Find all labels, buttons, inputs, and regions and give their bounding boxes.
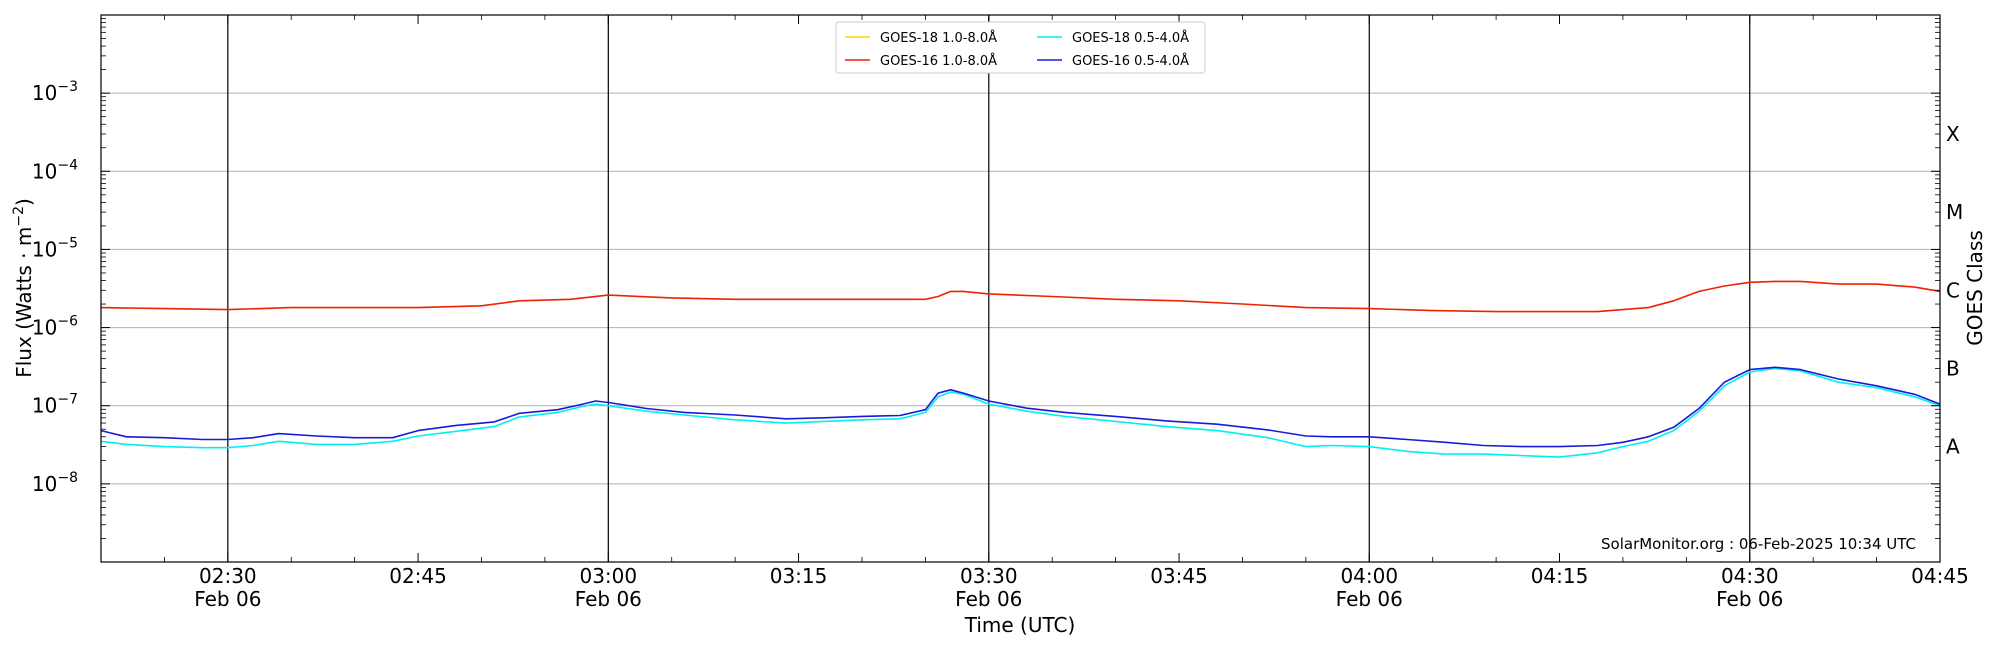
y-tick-label: 10−8 — [32, 470, 78, 496]
goes-class-label: M — [1946, 200, 1963, 224]
x-tick-label: 03:00 — [579, 564, 637, 588]
series-line-1 — [100, 280, 1941, 313]
legend-label-goes18-short: GOES-18 0.5-4.0Å — [1072, 30, 1189, 46]
x-tick-label: 04:15 — [1531, 564, 1589, 588]
x-tick-date-label: Feb 06 — [575, 587, 642, 611]
x-axis-label: Time (UTC) — [964, 613, 1076, 637]
legend: GOES-18 1.0-8.0Å GOES-16 1.0-8.0Å GOES-1… — [835, 21, 1206, 74]
series-lines — [100, 280, 1941, 458]
x-tick-date-label: Feb 06 — [1336, 587, 1403, 611]
x-tick-date-label: Feb 06 — [1716, 587, 1783, 611]
vertical-marker-lines — [227, 15, 1751, 562]
y-axis-label: Flux (Watts · m−2) — [11, 198, 36, 378]
legend-label-goes16-long: GOES-16 1.0-8.0Å — [880, 53, 997, 69]
x-tick-label: 04:30 — [1721, 564, 1779, 588]
credit-text: SolarMonitor.org : 06-Feb-2025 10:34 UTC — [1601, 535, 1916, 553]
plot-frame — [100, 14, 1941, 563]
x-tick-label: 03:45 — [1150, 564, 1208, 588]
legend-label-goes18-long: GOES-18 1.0-8.0Å — [880, 30, 997, 46]
y-tick-label: 10−5 — [32, 235, 78, 261]
x-tick-date-label: Feb 06 — [194, 587, 261, 611]
x-tick-label: 03:30 — [960, 564, 1018, 588]
y-axis-ticks: 10−8 10−7 10−6 10−5 10−4 10−3 — [32, 18, 1940, 539]
goes-class-label: A — [1946, 435, 1960, 459]
goes-class-labels: A B C M X — [1946, 122, 1963, 459]
legend-label-goes16-short: GOES-16 0.5-4.0Å — [1072, 53, 1189, 69]
series-line-3 — [100, 366, 1941, 448]
goes-class-label: X — [1946, 122, 1960, 146]
goes-class-label: C — [1946, 278, 1960, 302]
x-tick-label: 04:00 — [1340, 564, 1398, 588]
goes-class-axis-label: GOES Class — [1963, 230, 1987, 346]
series-line-2 — [100, 367, 1941, 458]
x-tick-label: 03:15 — [770, 564, 828, 588]
y-tick-label: 10−3 — [32, 79, 78, 105]
x-tick-label: 02:30 — [199, 564, 257, 588]
x-tick-label: 02:45 — [389, 564, 447, 588]
y-tick-label: 10−7 — [32, 392, 78, 418]
x-tick-date-label: Feb 06 — [955, 587, 1022, 611]
x-tick-label: 04:45 — [1911, 564, 1969, 588]
grid-lines — [101, 92, 1940, 485]
goes-class-label: B — [1946, 356, 1960, 380]
y-tick-label: 10−6 — [32, 314, 78, 340]
y-tick-label: 10−4 — [32, 157, 78, 183]
legend-box — [835, 21, 1206, 74]
